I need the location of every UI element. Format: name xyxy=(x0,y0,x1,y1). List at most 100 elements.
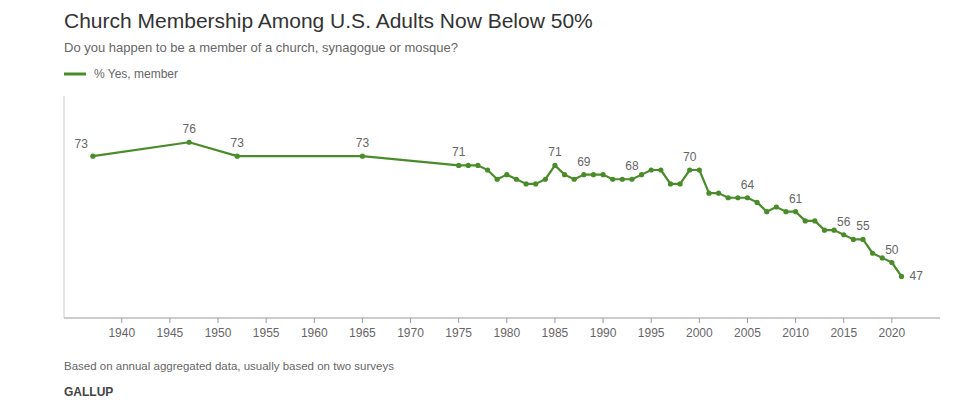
point xyxy=(235,154,240,159)
plot-area xyxy=(90,140,904,279)
x-tick-label: 1995 xyxy=(638,326,665,340)
point xyxy=(812,218,817,223)
point xyxy=(745,195,750,200)
point xyxy=(716,191,721,196)
x-axis-line xyxy=(64,318,940,319)
data-label: 56 xyxy=(837,215,851,229)
data-label: 61 xyxy=(789,192,803,206)
point xyxy=(629,177,634,182)
subtitle: Do you happen to be a member of a church… xyxy=(64,40,458,55)
legend-label: % Yes, member xyxy=(94,67,178,81)
line xyxy=(93,142,902,276)
point xyxy=(485,167,490,172)
x-tick-label: 1940 xyxy=(108,326,135,340)
point xyxy=(610,177,615,182)
x-tick-label: 1955 xyxy=(253,326,280,340)
data-label: 55 xyxy=(856,219,870,233)
point xyxy=(668,181,673,186)
point xyxy=(581,172,586,177)
point xyxy=(90,154,95,159)
point xyxy=(543,177,548,182)
point xyxy=(495,177,500,182)
title: Church Membership Among U.S. Adults Now … xyxy=(64,9,593,32)
point xyxy=(360,154,365,159)
x-tick xyxy=(891,318,892,323)
point xyxy=(889,260,894,265)
data-label: 73 xyxy=(231,136,245,150)
x-tick xyxy=(554,318,555,323)
point xyxy=(639,172,644,177)
x-tick xyxy=(218,318,219,323)
data-label: 68 xyxy=(625,159,639,173)
data-label: 76 xyxy=(182,122,196,136)
point xyxy=(504,172,509,177)
x-tick xyxy=(458,318,459,323)
x-tick-label: 1970 xyxy=(397,326,424,340)
point xyxy=(562,172,567,177)
legend: % Yes, member xyxy=(64,67,178,81)
legend-swatch xyxy=(64,73,86,76)
point xyxy=(620,177,625,182)
point xyxy=(870,251,875,256)
point xyxy=(687,167,692,172)
x-tick-label: 2000 xyxy=(686,326,713,340)
point xyxy=(514,177,519,182)
x-tick-label: 1980 xyxy=(493,326,520,340)
data-label: 71 xyxy=(548,145,562,159)
data-label: 71 xyxy=(452,145,466,159)
x-tick-label: 2015 xyxy=(830,326,857,340)
point xyxy=(793,209,798,214)
x-tick-label: 1965 xyxy=(349,326,376,340)
data-label: 73 xyxy=(356,136,370,150)
point xyxy=(466,163,471,168)
x-tick xyxy=(362,318,363,323)
point xyxy=(774,204,779,209)
x-tick xyxy=(506,318,507,323)
data-label: 47 xyxy=(909,269,923,283)
data-label: 69 xyxy=(577,155,591,169)
point xyxy=(649,167,654,172)
point xyxy=(523,181,528,186)
point xyxy=(706,191,711,196)
data-label: 50 xyxy=(885,243,899,257)
x-tick-label: 1950 xyxy=(205,326,232,340)
point xyxy=(533,181,538,186)
x-tick-label: 1960 xyxy=(301,326,328,340)
x-tick xyxy=(603,318,604,323)
x-tick xyxy=(410,318,411,323)
x-tick xyxy=(843,318,844,323)
footnote: Based on annual aggregated data, usually… xyxy=(64,360,394,372)
point xyxy=(697,167,702,172)
point xyxy=(851,237,856,242)
x-tick-label: 1985 xyxy=(542,326,569,340)
x-tick xyxy=(121,318,122,323)
x-tick-label: 2010 xyxy=(782,326,809,340)
x-tick xyxy=(169,318,170,323)
point xyxy=(783,209,788,214)
point xyxy=(832,228,837,233)
point xyxy=(677,181,682,186)
point xyxy=(860,237,865,242)
data-label: 70 xyxy=(683,150,697,164)
x-tick-label: 2020 xyxy=(879,326,906,340)
x-tick xyxy=(747,318,748,323)
x-tick xyxy=(266,318,267,323)
x-tick-label: 1945 xyxy=(157,326,184,340)
y-axis-line xyxy=(64,96,65,318)
x-tick xyxy=(699,318,700,323)
point xyxy=(187,140,192,145)
point xyxy=(658,167,663,172)
point xyxy=(754,200,759,205)
data-label: 64 xyxy=(741,178,755,192)
point xyxy=(726,195,731,200)
x-tick xyxy=(651,318,652,323)
point xyxy=(572,177,577,182)
x-tick xyxy=(314,318,315,323)
point xyxy=(735,195,740,200)
x-tick-label: 1990 xyxy=(590,326,617,340)
point xyxy=(764,209,769,214)
point xyxy=(841,232,846,237)
point xyxy=(803,218,808,223)
x-tick xyxy=(795,318,796,323)
point xyxy=(880,255,885,260)
